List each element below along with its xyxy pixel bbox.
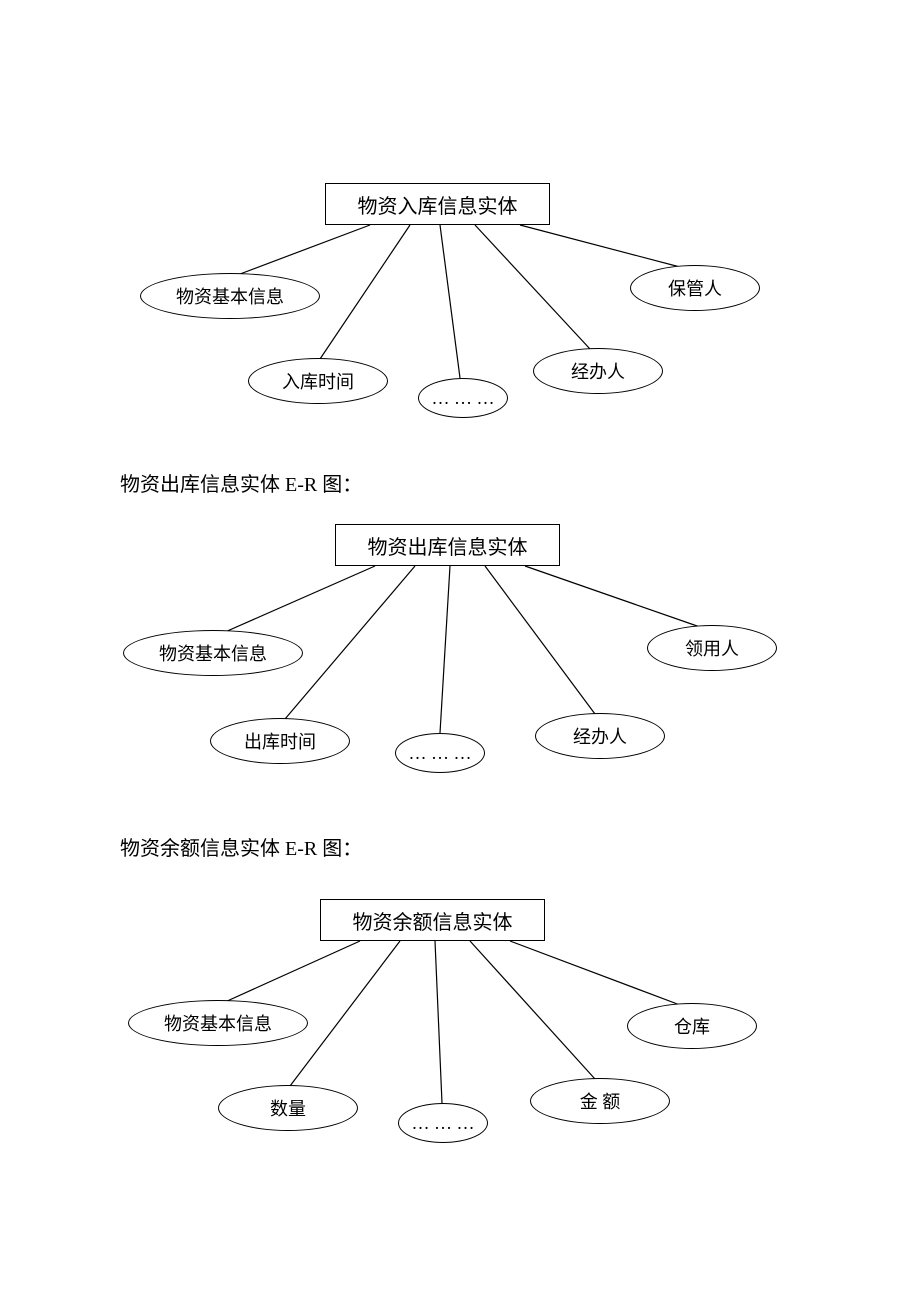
edge	[510, 941, 680, 1005]
edge	[520, 225, 680, 267]
attribute-ellipse: 经办人	[533, 348, 663, 394]
attribute-ellipse: 物资基本信息	[140, 273, 320, 319]
edge	[225, 941, 360, 1002]
entity-box: 物资余额信息实体	[320, 899, 545, 941]
attribute-ellipse: 经办人	[535, 713, 665, 759]
edge	[290, 941, 400, 1086]
attribute-ellipse: 领用人	[647, 625, 777, 671]
attribute-ellipse: 物资基本信息	[128, 1000, 308, 1046]
attribute-ellipse: 出库时间	[210, 718, 350, 764]
edge	[285, 566, 415, 719]
attribute-ellipse: … … …	[418, 378, 508, 418]
attribute-ellipse: 入库时间	[248, 358, 388, 404]
edge	[470, 941, 595, 1079]
edge	[440, 225, 460, 378]
entity-box: 物资出库信息实体	[335, 524, 560, 566]
attribute-ellipse: … … …	[395, 733, 485, 773]
edge	[485, 566, 595, 714]
attribute-ellipse: 物资基本信息	[123, 630, 303, 676]
edge	[240, 225, 370, 274]
edge	[440, 566, 450, 733]
entity-box: 物资入库信息实体	[325, 183, 550, 225]
edge	[225, 566, 375, 632]
attribute-ellipse: … … …	[398, 1103, 488, 1143]
attribute-ellipse: 仓库	[627, 1003, 757, 1049]
diagram-caption: 物资余额信息实体 E-R 图：	[120, 832, 362, 861]
edge	[525, 566, 700, 627]
attribute-ellipse: 金 额	[530, 1078, 670, 1124]
attribute-ellipse: 保管人	[630, 265, 760, 311]
edge	[435, 941, 442, 1103]
edge	[475, 225, 590, 349]
edge	[320, 225, 410, 359]
diagram-caption: 物资出库信息实体 E-R 图：	[120, 468, 362, 497]
attribute-ellipse: 数量	[218, 1085, 358, 1131]
